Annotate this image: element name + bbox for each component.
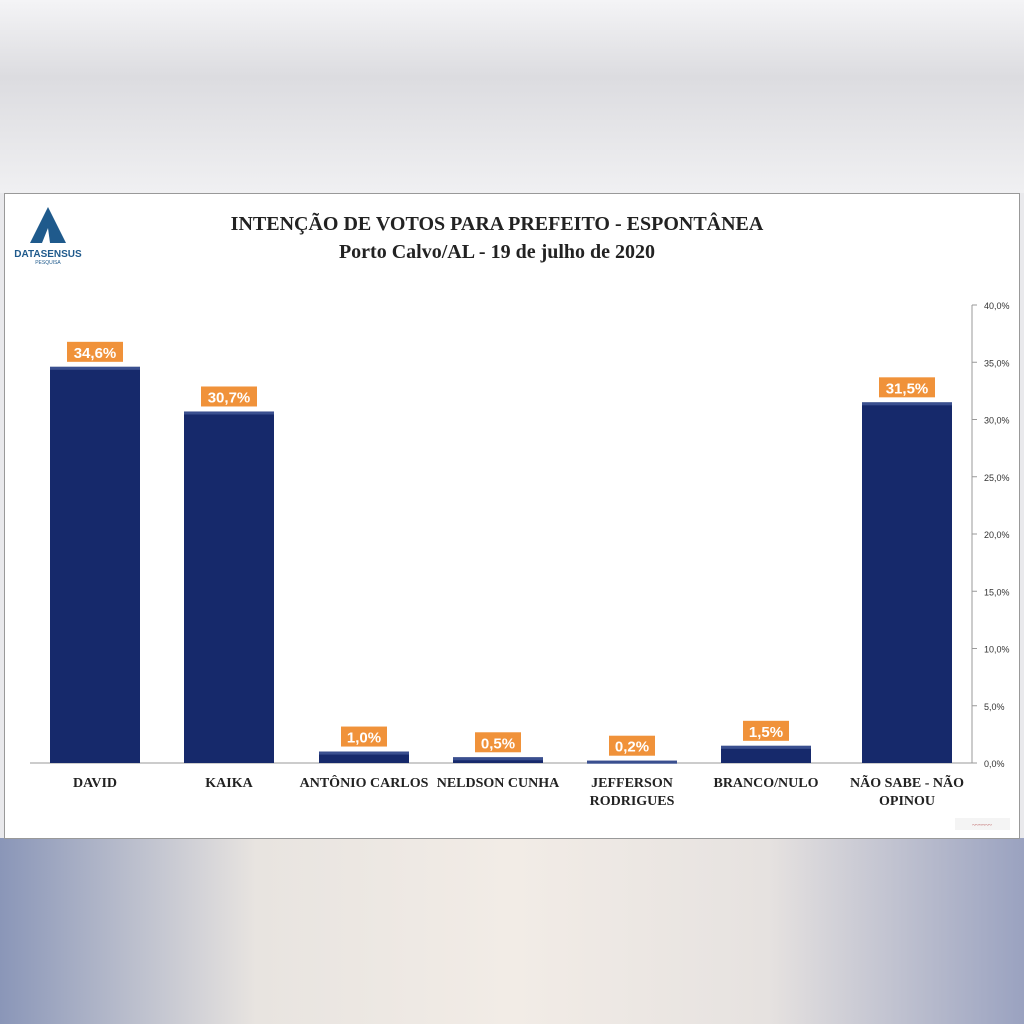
blurred-background-bottom — [0, 838, 1024, 1024]
data-label: 31,5% — [886, 380, 929, 397]
bar-top-highlight — [50, 366, 140, 370]
bar-top-highlight — [721, 745, 811, 749]
data-label: 30,7% — [208, 389, 251, 406]
data-label-background — [879, 377, 935, 398]
datasensus-logo: DATASENSUS PESQUISA — [14, 207, 82, 266]
svg-text:PESQUISA: PESQUISA — [35, 260, 61, 266]
data-label: 1,5% — [749, 724, 783, 741]
y-tick-label: 30,0% — [984, 416, 1010, 426]
bar — [319, 751, 409, 763]
bar — [721, 745, 811, 763]
bar-top-highlight — [587, 760, 677, 764]
data-label-background — [475, 732, 521, 753]
y-tick-label: 0,0% — [984, 759, 1005, 769]
blurred-background-top — [0, 0, 1024, 193]
y-tick-label: 35,0% — [984, 358, 1010, 368]
data-label-background — [609, 735, 655, 756]
bar-top-highlight — [319, 751, 409, 755]
svg-text:~~~~~~: ~~~~~~ — [972, 823, 992, 829]
category-label: JEFFERSON — [591, 776, 673, 791]
category-label: DAVID — [73, 776, 117, 791]
y-tick-label: 15,0% — [984, 587, 1010, 597]
chart-card — [4, 193, 1020, 839]
footer-logo: ~~~~~~ — [955, 818, 1010, 830]
data-label: 1,0% — [347, 730, 381, 747]
category-label: RODRIGUES — [590, 794, 675, 809]
data-label-background — [201, 386, 257, 407]
bar — [184, 411, 274, 763]
bar-top-highlight — [453, 757, 543, 761]
bar — [50, 366, 140, 763]
data-label-background — [67, 341, 123, 362]
category-label: NÃO SABE - NÃO — [850, 773, 964, 791]
category-label: NELDSON CUNHA — [437, 776, 560, 791]
data-label-background — [341, 726, 387, 747]
chart-subtitle: Porto Calvo/AL - 19 de julho de 2020 — [339, 241, 655, 263]
category-label: ANTÔNIO CARLOS — [300, 774, 429, 791]
data-label: 34,6% — [74, 345, 117, 362]
y-tick-label: 20,0% — [984, 530, 1010, 540]
y-tick-label: 5,0% — [984, 702, 1005, 712]
bar-top-highlight — [862, 402, 952, 406]
y-tick-label: 40,0% — [984, 301, 1010, 311]
data-label-background — [743, 720, 789, 741]
data-label: 0,2% — [615, 739, 649, 756]
category-label: KAIKA — [205, 776, 253, 791]
category-label: OPINOU — [879, 794, 935, 809]
bar — [862, 402, 952, 763]
y-tick-label: 10,0% — [984, 645, 1010, 655]
category-label: BRANCO/NULO — [713, 776, 818, 791]
bar-top-highlight — [184, 411, 274, 415]
chart-title: INTENÇÃO DE VOTOS PARA PREFEITO - ESPONT… — [231, 211, 764, 235]
data-label: 0,5% — [481, 735, 515, 752]
svg-text:DATASENSUS: DATASENSUS — [14, 249, 82, 260]
y-tick-label: 25,0% — [984, 473, 1010, 483]
